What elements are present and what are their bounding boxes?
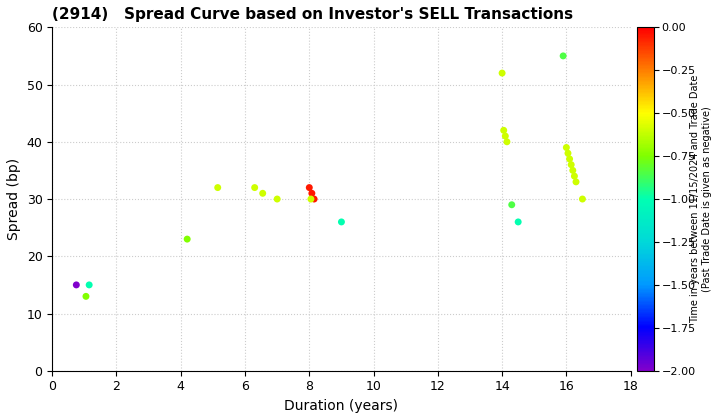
Point bbox=[577, 196, 588, 202]
Point bbox=[565, 161, 577, 168]
X-axis label: Duration (years): Duration (years) bbox=[284, 399, 398, 413]
Point bbox=[564, 155, 575, 162]
Point bbox=[212, 184, 223, 191]
Y-axis label: Time in years between 11/15/2024 and Trade Date
(Past Trade Date is given as neg: Time in years between 11/15/2024 and Tra… bbox=[690, 75, 712, 323]
Point bbox=[257, 190, 269, 197]
Point bbox=[84, 281, 95, 288]
Point bbox=[308, 196, 320, 202]
Point bbox=[569, 173, 580, 179]
Point bbox=[570, 178, 582, 185]
Point bbox=[71, 281, 82, 288]
Point bbox=[181, 236, 193, 242]
Point bbox=[561, 144, 572, 151]
Point bbox=[567, 167, 579, 174]
Point bbox=[305, 196, 317, 202]
Point bbox=[80, 293, 91, 300]
Point bbox=[513, 218, 524, 225]
Point bbox=[271, 196, 283, 202]
Point bbox=[501, 139, 513, 145]
Point bbox=[304, 184, 315, 191]
Point bbox=[562, 150, 574, 157]
Point bbox=[557, 52, 569, 59]
Point bbox=[249, 184, 261, 191]
Point bbox=[336, 218, 347, 225]
Point bbox=[506, 202, 518, 208]
Text: (2914)   Spread Curve based on Investor's SELL Transactions: (2914) Spread Curve based on Investor's … bbox=[53, 7, 573, 22]
Y-axis label: Spread (bp): Spread (bp) bbox=[7, 158, 21, 240]
Point bbox=[500, 133, 511, 139]
Point bbox=[498, 127, 510, 134]
Point bbox=[496, 70, 508, 76]
Point bbox=[306, 190, 318, 197]
